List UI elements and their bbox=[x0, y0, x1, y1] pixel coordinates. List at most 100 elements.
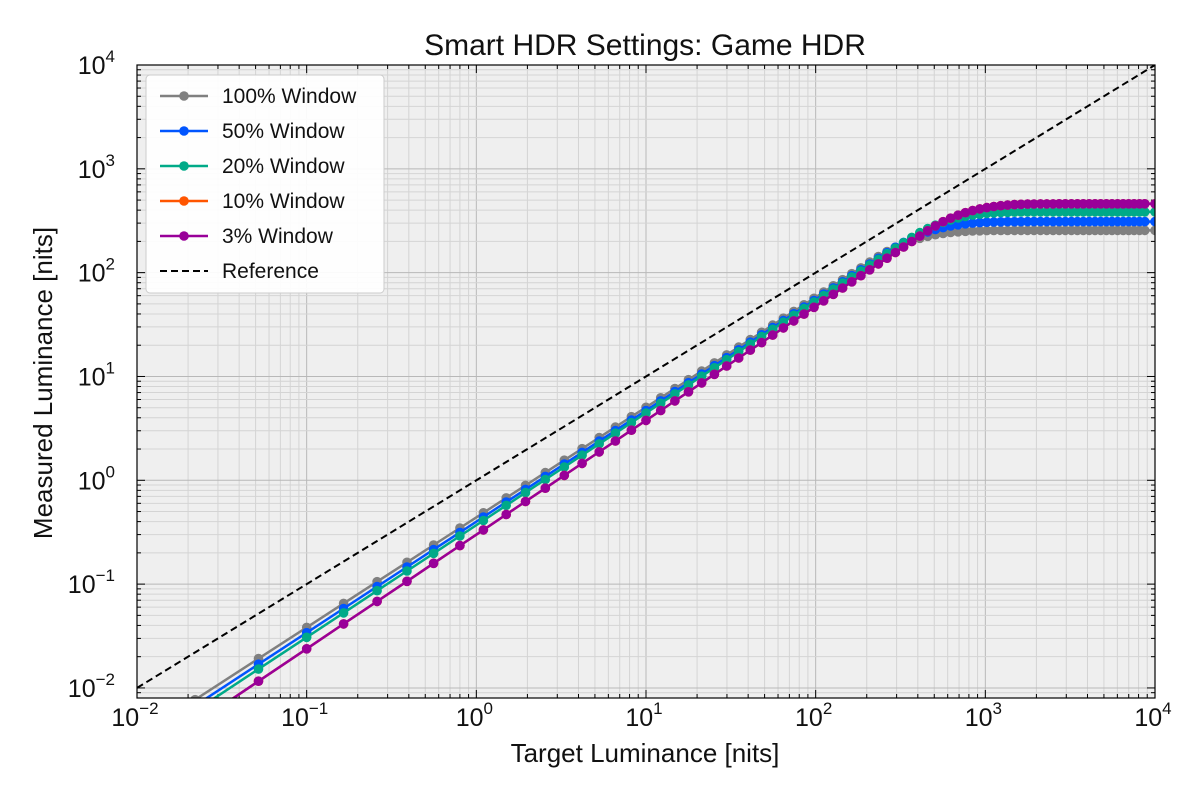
series-4 bbox=[190, 199, 1155, 729]
data-point bbox=[559, 462, 570, 472]
data-point bbox=[190, 719, 200, 729]
data-point bbox=[1016, 225, 1026, 236]
x-tick-label: 104 bbox=[1134, 699, 1171, 732]
data-point bbox=[683, 380, 694, 390]
legend-entry: 10% Window bbox=[160, 190, 345, 213]
data-point bbox=[338, 608, 349, 618]
data-point bbox=[696, 378, 707, 388]
x-axis-label: Target Luminance [nits] bbox=[511, 738, 780, 768]
data-point bbox=[190, 701, 200, 711]
data-point bbox=[372, 585, 382, 596]
legend-entry: 100% Window bbox=[160, 85, 357, 108]
data-point bbox=[828, 289, 839, 300]
chart-title: Smart HDR Settings: Game HDR bbox=[424, 29, 866, 62]
data-point bbox=[882, 253, 892, 263]
data-point bbox=[898, 242, 909, 252]
plot-frame bbox=[136, 64, 1156, 699]
data-point bbox=[907, 236, 917, 247]
data-point bbox=[930, 221, 941, 231]
data-point bbox=[847, 277, 857, 287]
legend-label: 3% Window bbox=[222, 225, 334, 248]
data-point bbox=[982, 225, 992, 236]
data-point bbox=[610, 428, 621, 439]
data-point bbox=[996, 217, 1006, 227]
x-tick-label: 102 bbox=[795, 699, 832, 732]
x-tick-label: 101 bbox=[625, 699, 662, 732]
data-point bbox=[1009, 216, 1020, 227]
data-point bbox=[960, 219, 971, 229]
data-point bbox=[799, 309, 809, 319]
data-point bbox=[996, 225, 1006, 236]
data-point bbox=[745, 345, 756, 355]
data-point bbox=[989, 217, 999, 227]
data-point bbox=[670, 396, 680, 406]
data-point bbox=[1002, 216, 1013, 227]
y-tick-label: 103 bbox=[78, 151, 115, 184]
data-point bbox=[1140, 225, 1150, 236]
data-point bbox=[402, 576, 412, 587]
data-point bbox=[864, 265, 875, 275]
x-tick-label: 100 bbox=[456, 699, 493, 732]
data-point bbox=[577, 450, 587, 461]
tick-marks bbox=[136, 64, 1156, 699]
x-tick-label: 10−1 bbox=[281, 699, 328, 732]
data-point bbox=[626, 417, 637, 428]
data-point bbox=[301, 644, 312, 654]
data-point bbox=[1150, 199, 1155, 209]
curves bbox=[137, 65, 1155, 729]
data-point bbox=[641, 408, 651, 418]
data-point bbox=[873, 259, 884, 269]
data-point bbox=[953, 210, 963, 220]
data-point bbox=[520, 496, 531, 507]
data-point bbox=[1140, 216, 1150, 227]
data-point bbox=[989, 225, 999, 236]
plot-area: 10−2 10−1 100 101 102 103 104 10−2 10−1 100 101 102… bbox=[68, 47, 1172, 732]
data-point bbox=[301, 632, 312, 643]
y-tick-label: 101 bbox=[78, 358, 115, 391]
data-point bbox=[626, 425, 637, 436]
data-point bbox=[190, 719, 200, 729]
data-point bbox=[1150, 225, 1155, 236]
data-point bbox=[402, 566, 412, 576]
data-point bbox=[670, 389, 680, 399]
legend-marker bbox=[179, 161, 189, 171]
data-point bbox=[818, 296, 829, 306]
data-point bbox=[733, 353, 744, 363]
data-point bbox=[890, 247, 901, 258]
data-point bbox=[540, 474, 551, 485]
data-point bbox=[938, 216, 948, 227]
y-tick-label: 102 bbox=[78, 255, 115, 288]
data-point bbox=[756, 337, 767, 348]
legend-label: 50% Window bbox=[222, 120, 345, 143]
data-point bbox=[338, 619, 349, 629]
data-point bbox=[190, 694, 200, 698]
data-point bbox=[594, 439, 604, 449]
data-point bbox=[253, 664, 264, 674]
data-point bbox=[501, 500, 512, 511]
legend-marker bbox=[179, 126, 189, 136]
data-point bbox=[478, 525, 489, 535]
data-point bbox=[789, 316, 799, 326]
legend-label: 10% Window bbox=[222, 190, 345, 213]
y-tick-label: 10−2 bbox=[68, 670, 115, 703]
data-point bbox=[709, 369, 720, 380]
data-point bbox=[1150, 216, 1155, 227]
data-point bbox=[428, 558, 439, 569]
data-point bbox=[594, 447, 604, 457]
data-point bbox=[809, 302, 819, 313]
data-point bbox=[982, 217, 992, 227]
x-tick-label: 103 bbox=[965, 699, 1002, 732]
y-tick-label: 100 bbox=[78, 462, 115, 495]
data-point bbox=[190, 706, 200, 716]
data-point bbox=[996, 207, 1006, 218]
data-point bbox=[577, 458, 587, 469]
data-point bbox=[683, 387, 694, 397]
data-point bbox=[478, 515, 489, 526]
data-point bbox=[953, 220, 963, 230]
data-point bbox=[253, 676, 264, 686]
legend-entry: 3% Window bbox=[160, 225, 334, 248]
reference-line bbox=[137, 65, 1155, 689]
data-point bbox=[960, 226, 971, 237]
data-point bbox=[837, 283, 848, 293]
